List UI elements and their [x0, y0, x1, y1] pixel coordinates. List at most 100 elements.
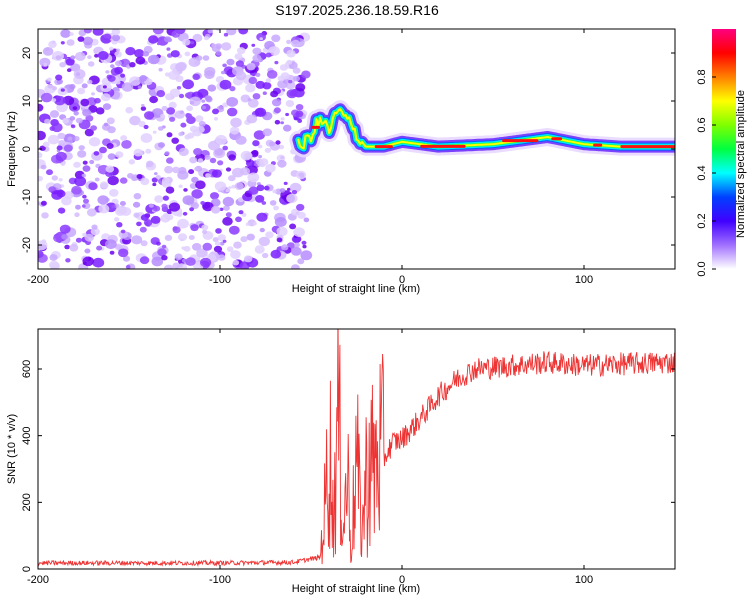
- noise-blob: [283, 181, 288, 185]
- noise-blob: [178, 132, 184, 137]
- carrier-peak: [502, 139, 539, 143]
- noise-blob: [40, 164, 47, 170]
- noise-blob: [252, 140, 260, 147]
- noise-blob: [246, 233, 255, 241]
- noise-blob: [259, 158, 269, 166]
- noise-blob: [207, 84, 217, 92]
- noise-blob: [135, 56, 146, 65]
- colorbar: 0.0 0.2 0.4 0.6 0.8 Normalized spectral ampl…: [696, 29, 747, 277]
- noise-blob: [289, 182, 302, 193]
- noise-blob: [152, 29, 164, 35]
- noise-blob: [176, 86, 182, 90]
- noise-blob: [202, 55, 210, 61]
- noise-blob: [120, 135, 128, 141]
- noise-blob: [92, 257, 105, 268]
- noise-blob: [213, 148, 226, 159]
- noise-blob: [91, 224, 98, 230]
- colorbar-tick-label: 0.4: [696, 165, 708, 180]
- noise-blob: [189, 207, 195, 212]
- carrier-peak: [551, 137, 563, 141]
- noise-blob: [145, 148, 152, 154]
- noise-blob: [141, 103, 145, 107]
- noise-blob: [157, 248, 167, 257]
- noise-blob: [247, 98, 259, 108]
- noise-blob: [106, 117, 115, 125]
- noise-blob: [286, 39, 292, 45]
- noise-blob: [75, 237, 82, 243]
- noise-blob: [212, 237, 219, 243]
- noise-blob: [125, 107, 133, 114]
- noise-blob: [293, 75, 300, 82]
- noise-blob: [217, 234, 226, 242]
- noise-blob: [235, 216, 242, 223]
- noise-blob: [44, 118, 51, 124]
- noise-blob: [89, 159, 95, 165]
- noise-blob: [293, 227, 305, 238]
- noise-blob: [129, 115, 141, 126]
- noise-blob: [69, 116, 76, 121]
- noise-blob: [161, 177, 170, 185]
- noise-blob: [90, 125, 97, 131]
- noise-blob: [193, 148, 203, 156]
- noise-blob: [277, 75, 285, 82]
- noise-blob: [191, 176, 199, 183]
- noise-blob: [178, 93, 185, 99]
- noise-blob: [171, 137, 179, 144]
- noise-blob: [215, 134, 228, 145]
- noise-blob: [217, 160, 224, 166]
- noise-blob: [142, 51, 150, 57]
- noise-blob: [65, 258, 71, 263]
- noise-blob: [148, 203, 154, 208]
- noise-blob: [200, 257, 212, 268]
- noise-blob: [286, 59, 293, 65]
- noise-blob: [140, 240, 148, 247]
- colorbar-tick-label: 0.0: [696, 261, 708, 276]
- noise-blob: [241, 212, 247, 217]
- noise-blob: [268, 46, 280, 56]
- noise-blob: [133, 201, 141, 208]
- noise-blob: [246, 114, 258, 124]
- noise-blob: [291, 208, 300, 216]
- noise-blob: [125, 264, 131, 269]
- noise-blob: [246, 62, 256, 71]
- noise-blob: [230, 250, 241, 259]
- noise-blob: [102, 103, 112, 110]
- noise-blob: [215, 228, 222, 234]
- noise-blob: [294, 242, 300, 248]
- noise-blob: [103, 122, 109, 127]
- noise-blob: [161, 255, 168, 261]
- noise-blob: [235, 60, 244, 68]
- noise-blob: [150, 215, 161, 224]
- noise-blob: [82, 36, 93, 46]
- noise-blob: [269, 141, 276, 147]
- noise-blob: [192, 243, 202, 251]
- noise-blob: [194, 167, 199, 171]
- x-tick-label: 0: [399, 574, 405, 586]
- carrier-peak: [620, 145, 675, 149]
- noise-blob: [225, 188, 231, 193]
- x-tick-label: -200: [27, 574, 49, 586]
- noise-blob: [176, 212, 183, 217]
- noise-blob: [137, 85, 142, 89]
- noise-blob: [38, 175, 43, 182]
- noise-blob: [276, 154, 286, 162]
- noise-blob: [211, 169, 222, 178]
- noise-blob: [252, 47, 262, 55]
- noise-blob: [168, 70, 180, 81]
- x-tick-label: 100: [575, 574, 593, 586]
- noise-blob: [38, 201, 41, 206]
- noise-blob: [303, 217, 310, 223]
- noise-blob: [270, 249, 282, 259]
- noise-blob: [251, 149, 259, 156]
- noise-blob: [39, 57, 51, 67]
- noise-blob: [214, 181, 227, 191]
- noise-blob: [258, 236, 270, 247]
- noise-blob: [51, 175, 58, 181]
- noise-blob: [154, 172, 158, 176]
- colorbar-tick-label: 0.6: [696, 117, 708, 132]
- noise-blob: [158, 142, 165, 148]
- noise-blob: [152, 182, 157, 187]
- noise-blob: [94, 97, 101, 104]
- noise-blob: [279, 64, 288, 71]
